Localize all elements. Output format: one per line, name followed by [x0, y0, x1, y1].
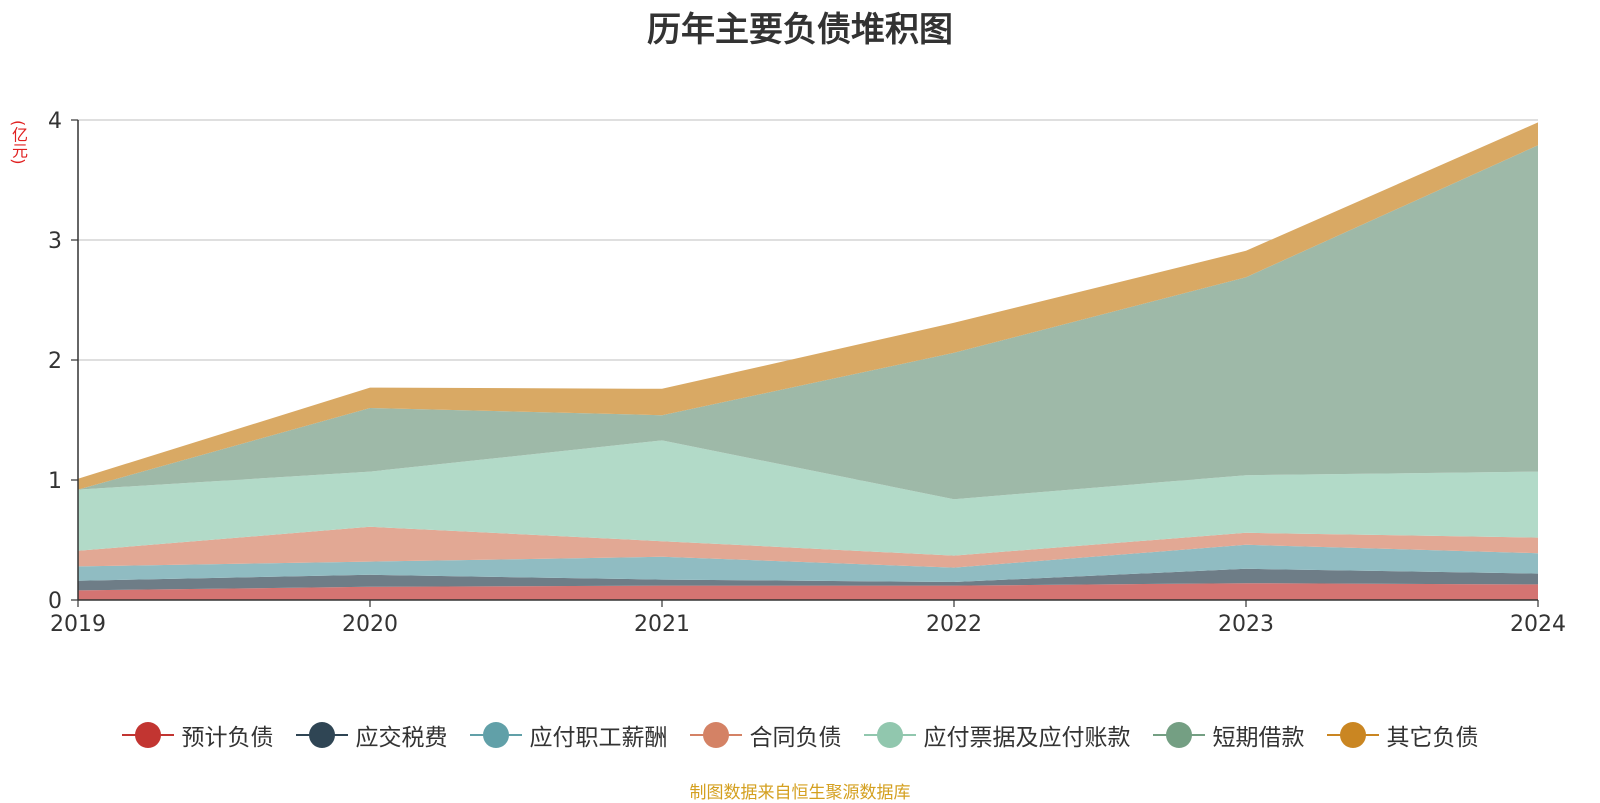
legend-marker-icon — [863, 722, 916, 748]
legend-label: 短期借款 — [1212, 725, 1305, 751]
legend-marker-icon — [689, 722, 742, 748]
y-tick-label: 0 — [48, 589, 62, 614]
legend-marker-icon — [469, 722, 522, 748]
y-axis-unit-label: (亿元) — [9, 120, 28, 165]
legend-label: 应付职工薪酬 — [529, 725, 668, 751]
x-tick-label: 2019 — [50, 612, 106, 637]
area-预计负债 — [78, 583, 1538, 600]
area-应付职工薪酬 — [78, 544, 1538, 582]
legend-dot — [134, 722, 161, 748]
area-合同负债 — [78, 526, 1538, 568]
legend-label: 其它负债 — [1386, 725, 1479, 751]
area-应付票据及应付账款 — [78, 440, 1538, 556]
legend-item[interactable]: 短期借款 — [1152, 718, 1305, 752]
legend-marker-icon — [121, 722, 174, 748]
legend-dot — [702, 722, 729, 748]
legend-label: 应交税费 — [355, 725, 448, 751]
area-其它负债 — [78, 122, 1538, 490]
legend-label: 应付票据及应付账款 — [923, 725, 1131, 751]
legend-item[interactable]: 其它负债 — [1326, 718, 1479, 752]
legend-label: 合同负债 — [749, 725, 842, 751]
legend-dot — [482, 722, 509, 748]
x-tick-label: 2022 — [926, 612, 982, 637]
legend-marker-icon — [295, 722, 348, 748]
legend-dot — [1165, 722, 1192, 748]
stacked-area-chart: 0 1 2 3 4 2019 2020 2021 2022 2023 2024 — [48, 109, 1566, 637]
y-tick-label: 2 — [48, 349, 62, 374]
area-应交税费 — [78, 568, 1538, 591]
area-series — [78, 122, 1538, 600]
legend-dot — [876, 722, 903, 748]
legend-item[interactable]: 预计负债 — [121, 718, 274, 752]
legend-item[interactable]: 应付职工薪酬 — [469, 718, 668, 752]
legend-marker-icon — [1326, 722, 1379, 748]
legend: 预计负债 应交税费 应付职工薪酬 合同负债 应付票据及应付账款 短期借款 其它负债 — [0, 718, 1600, 752]
chart-title: 历年主要负债堆积图 — [647, 10, 953, 50]
legend-item[interactable]: 应付票据及应付账款 — [863, 718, 1131, 752]
legend-label: 预计负债 — [181, 725, 274, 751]
legend-item[interactable]: 应交税费 — [295, 718, 448, 752]
x-tick-label: 2021 — [634, 612, 690, 637]
legend-dot — [1339, 722, 1366, 748]
x-tick-label: 2020 — [342, 612, 398, 637]
y-tick-label: 1 — [48, 469, 62, 494]
y-tick-label: 3 — [48, 229, 62, 254]
legend-dot — [308, 722, 335, 748]
x-tick-label: 2023 — [1218, 612, 1274, 637]
source-note: 制图数据来自恒生聚源数据库 — [689, 783, 911, 803]
x-tick-label: 2024 — [1510, 612, 1566, 637]
area-短期借款 — [78, 145, 1538, 500]
legend-item[interactable]: 合同负债 — [689, 718, 842, 752]
y-tick-label: 4 — [48, 109, 62, 134]
legend-marker-icon — [1152, 722, 1205, 748]
axes: 0 1 2 3 4 2019 2020 2021 2022 2023 2024 — [48, 109, 1566, 637]
